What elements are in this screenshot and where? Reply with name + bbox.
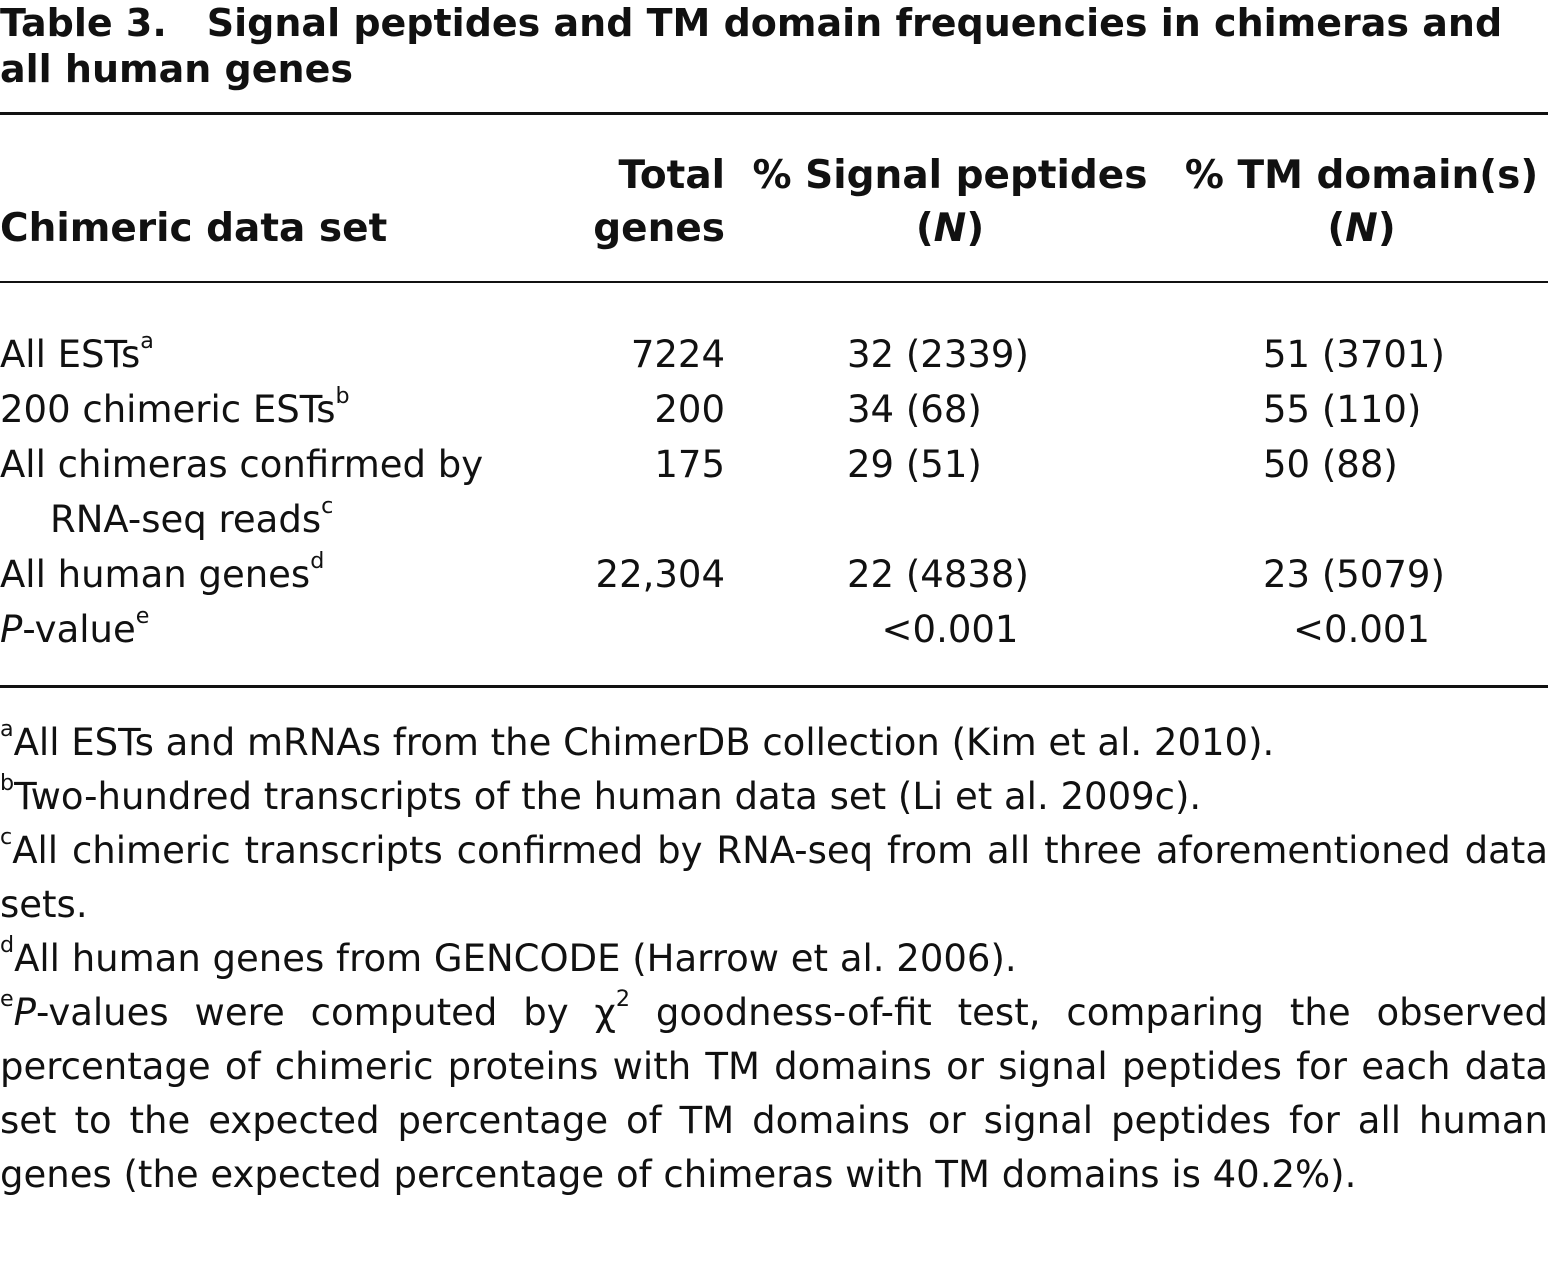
data-table: Chimeric data set Total genes% Signal pep… (0, 112, 1548, 688)
table-row: All chimeras confirmed by RNA-seq readsc… (0, 437, 1548, 547)
table-cell: 175 (540, 437, 725, 547)
superscript: d (310, 548, 325, 575)
cell-text: 51 (3701) (1263, 333, 1445, 376)
title-text: Signal peptides and TM domain frequencie… (0, 1, 1503, 91)
table-cell: 22,304 (540, 547, 725, 602)
table-cell: <0.001 (725, 602, 1175, 687)
table-title: Table 3. Signal peptides and TM domain fr… (0, 0, 1548, 92)
cell-text: 23 (5079) (1263, 553, 1445, 596)
cell-text: 32 (2339) (847, 333, 1029, 376)
row-label: P-valuee (0, 602, 540, 687)
table-cell: 200 (540, 382, 725, 437)
superscript: b (335, 383, 350, 410)
table-row: 200 chimeric ESTsb 200 34 (68) 55 (110) (0, 382, 1548, 437)
cell-text: 200 (654, 388, 725, 431)
superscript: e (0, 986, 14, 1013)
text-segment: P (0, 608, 23, 651)
table-cell: <0.001 (1175, 602, 1548, 687)
superscript: d (0, 932, 15, 959)
table-body: All ESTsa 7224 32 (2339) 51 (3701) 200 chime… (0, 282, 1548, 687)
footnote: eP-values were computed by χ2 goodness-o… (0, 986, 1548, 1202)
text-segment: goodness-of-fit test, comparing the obse… (0, 991, 1548, 1196)
text-segment: N (933, 206, 967, 251)
text-segment: All human genes (0, 553, 311, 596)
footnote: cAll chimeric transcripts confirmed by R… (0, 824, 1548, 932)
text-segment: 200 chimeric ESTs (0, 388, 336, 431)
text-segment: P (13, 991, 36, 1034)
text-segment: Chimeric data set (0, 206, 388, 251)
text-segment: Two-hundred transcripts of the human dat… (14, 775, 1202, 818)
table-cell: 34 (68) (725, 382, 1175, 437)
text-segment: -values were computed by (35, 991, 595, 1034)
cell-text: 50 (88) (1263, 443, 1398, 486)
superscript: a (140, 328, 154, 355)
table-cell: 22 (4838) (725, 547, 1175, 602)
table-cell: 23 (5079) (1175, 547, 1548, 602)
footnote: bTwo-hundred transcripts of the human da… (0, 770, 1548, 824)
cell-text: 22,304 (595, 553, 725, 596)
table-head: Chimeric data set Total genes% Signal pep… (0, 113, 1548, 283)
text-segment: % TM domain(s) ( (1184, 153, 1539, 251)
footnote: dAll human genes from GENCODE (Harrow et… (0, 932, 1548, 986)
superscript: e (135, 603, 150, 630)
table-cell: 7224 (540, 282, 725, 382)
text-segment: -value (22, 608, 136, 651)
cell-text: 29 (51) (847, 443, 982, 486)
table-cell (540, 602, 725, 687)
column-header: % Signal peptides (N) (725, 114, 1175, 283)
table-cell: 32 (2339) (725, 282, 1175, 382)
table-row: All human genesd 22,304 22 (4838) 23 (5079) (0, 547, 1548, 602)
table-cell: 50 (88) (1175, 437, 1548, 547)
text-segment: All ESTs and mRNAs from the ChimerDB col… (13, 721, 1275, 764)
table-cell: 29 (51) (725, 437, 1175, 547)
superscript: 2 (615, 986, 631, 1013)
table-row: All ESTsa 7224 32 (2339) 51 (3701) (0, 282, 1548, 382)
text-segment: ) (966, 206, 985, 251)
row-label: All human genesd (0, 547, 540, 602)
cell-text: 55 (110) (1263, 388, 1422, 431)
cell-text: <0.001 (881, 608, 1019, 651)
footnotes: aAll ESTs and mRNAs from the ChimerDB co… (0, 716, 1548, 1202)
column-header: Total genes (540, 114, 725, 283)
cell-text: 175 (654, 443, 725, 486)
column-header: % TM domain(s) (N) (1175, 114, 1548, 283)
text-segment: All human genes from GENCODE (Harrow et … (14, 937, 1017, 980)
text-segment: All chimeric transcripts confirmed by RN… (0, 829, 1548, 926)
cell-text: 22 (4838) (847, 553, 1029, 596)
header-row: Chimeric data set Total genes% Signal pep… (0, 113, 1548, 283)
table-label: Table 3. (0, 1, 167, 45)
text-segment: All ESTs (0, 333, 141, 376)
text-segment: % Signal peptides ( (752, 153, 1148, 251)
footnote: aAll ESTs and mRNAs from the ChimerDB co… (0, 716, 1548, 770)
superscript: a (0, 716, 14, 743)
text-segment: Total genes (593, 153, 725, 251)
cell-text: 7224 (630, 333, 725, 376)
row-label: All ESTsa (0, 282, 540, 382)
text-segment: N (1345, 206, 1378, 251)
superscript: b (0, 770, 15, 797)
column-header: Chimeric data set (0, 114, 540, 283)
text-segment: All chimeras confirmed by RNA-seq reads (0, 443, 484, 541)
table-row: P-valuee <0.001 <0.001 (0, 602, 1548, 687)
row-label: All chimeras confirmed by RNA-seq readsc (0, 437, 540, 547)
table-cell: 55 (110) (1175, 382, 1548, 437)
table-cell: 51 (3701) (1175, 282, 1548, 382)
superscript: c (0, 824, 13, 851)
row-label: 200 chimeric ESTsb (0, 382, 540, 437)
text-segment: χ (594, 991, 616, 1034)
cell-text: 34 (68) (847, 388, 982, 431)
cell-text: <0.001 (1293, 608, 1430, 651)
document: Table 3. Signal peptides and TM domain fr… (0, 0, 1548, 1202)
superscript: c (321, 493, 334, 520)
text-segment: ) (1377, 206, 1396, 251)
